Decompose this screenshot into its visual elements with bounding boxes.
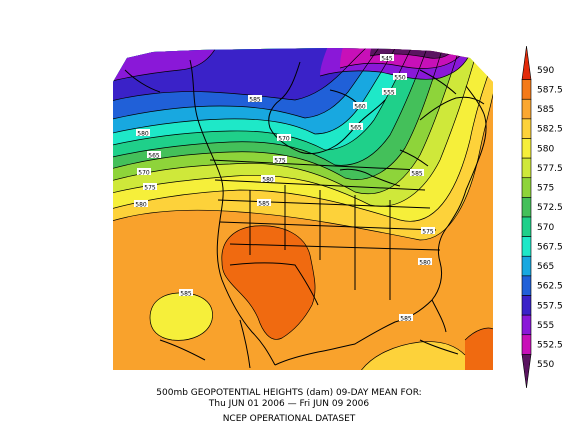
contour-label: 550: [394, 75, 406, 82]
contour-lines: [113, 48, 493, 370]
colorbar-tick-label: 562.5: [537, 282, 563, 292]
colorbar-swatch: [521, 177, 532, 198]
colorbar-tick-label: 585: [537, 105, 554, 115]
contour-label: 585: [249, 97, 261, 104]
colorbar-tick-label: 557.5: [537, 301, 563, 311]
yellow-pacific: [150, 292, 213, 341]
yellow-caribbean: [360, 341, 465, 370]
colorbar-tick-label: 587.5: [537, 85, 563, 95]
colorbar-legend: 590 587.5 585 582.5 580 577.5 575 572.5 570 567.5…: [521, 45, 563, 389]
caption-line-2: Thu JUN 01 2006 — Fri JUN 09 2006: [208, 399, 369, 409]
colorbar-swatch: [521, 98, 532, 120]
contour-label: 575: [274, 158, 286, 165]
coastlines-and-boundaries: [124, 59, 487, 369]
colorbar-tick-label: 575: [537, 184, 554, 194]
colorbar-tick-label: 552.5: [537, 341, 563, 351]
colorbar-swatch: [521, 295, 532, 316]
colorbar-swatch: [521, 275, 532, 296]
colorbar-swatch: [521, 314, 532, 336]
high-590-se: [465, 328, 493, 370]
contour-label: 570: [138, 170, 150, 177]
contour-label: 580: [419, 260, 431, 267]
colorbar-swatch: [521, 79, 532, 100]
contour-label: 560: [354, 104, 366, 111]
colorbar-tick-label: 565: [537, 262, 554, 272]
colorbar-swatch: [521, 255, 532, 277]
colorbar-tick-label: 555: [537, 321, 554, 331]
contour-label: 565: [350, 125, 362, 132]
height-field-map: [113, 48, 493, 370]
colorbar-swatch: [521, 216, 532, 237]
contour-label: 585: [400, 316, 412, 323]
high-590-center: [221, 225, 316, 340]
contour-label: 575: [144, 185, 156, 192]
colorbar-tick-label: 550: [537, 360, 554, 370]
colorbar-swatch: [521, 334, 532, 355]
colorbar-tick-label: 577.5: [537, 164, 563, 174]
colorbar-tick-label: 580: [537, 144, 554, 154]
contour-label: 580: [137, 131, 149, 138]
colorbar-swatch: [521, 354, 532, 389]
contour-value-labels: 545 550 555 560 565 585 580 565 570 575 …: [134, 54, 435, 323]
colorbar-tick-label: 570: [537, 223, 554, 233]
map-caption: 500mb GEOPOTENTIAL HEIGHTS (dam) 09-DAY …: [156, 388, 421, 424]
colorbar-swatch: [521, 118, 532, 139]
colorbar-swatch: [521, 157, 532, 179]
contour-label: 570: [278, 136, 290, 143]
colorbar-swatch: [521, 236, 532, 257]
colorbar-tick-label: 590: [537, 66, 554, 76]
contour-label: 585: [258, 201, 270, 208]
contour-label: 580: [262, 177, 274, 184]
colorbar-tick-label: 582.5: [537, 125, 563, 135]
colorbar-swatch: [521, 138, 532, 159]
colorbar-swatch: [521, 45, 532, 80]
contour-label: 545: [381, 56, 393, 63]
caption-line-1: 500mb GEOPOTENTIAL HEIGHTS (dam) 09-DAY …: [156, 388, 421, 398]
contour-label: 585: [411, 171, 423, 178]
contour-label: 565: [148, 153, 160, 160]
colorbar-tick-label: 567.5: [537, 242, 563, 252]
contour-label: 555: [383, 90, 395, 97]
contour-label: 575: [422, 229, 434, 236]
contour-label: 585: [180, 291, 192, 298]
contour-label: 580: [135, 202, 147, 209]
colorbar-tick-label: 572.5: [537, 203, 563, 213]
caption-line-3: NCEP OPERATIONAL DATASET: [223, 414, 356, 424]
colorbar-swatch: [521, 197, 532, 218]
